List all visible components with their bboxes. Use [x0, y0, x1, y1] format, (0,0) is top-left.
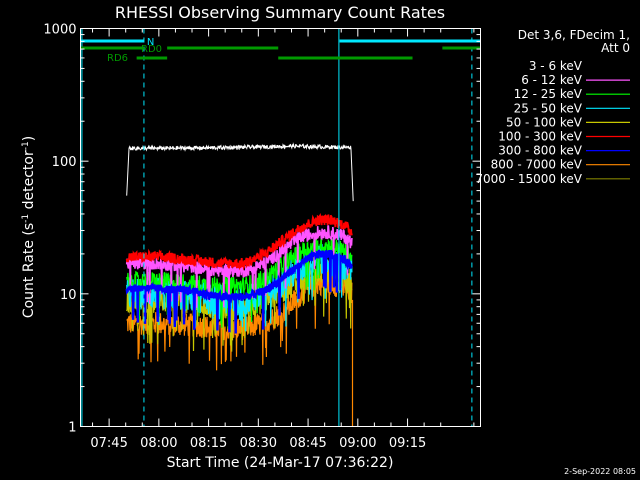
y-tick-label: 1	[68, 421, 76, 436]
y-tick-label: 1000	[43, 23, 76, 38]
x-tick-label: 07:45	[90, 436, 127, 451]
legend-label: 50 - 100 keV	[506, 115, 583, 129]
legend-label: 12 - 25 keV	[514, 87, 583, 101]
y-tick-label: 10	[60, 288, 77, 303]
rd6-label: RD6	[107, 53, 128, 64]
x-tick-label: 09:15	[389, 436, 426, 451]
series-300-800keV	[125, 249, 353, 334]
night-label: N	[147, 37, 154, 48]
legend-label: 7000 - 15000 keV	[475, 172, 582, 186]
legend-header-line1: Det 3,6, FDecim 1,	[518, 28, 630, 42]
y-tick-label: 100	[52, 155, 77, 170]
series-3-6keV	[126, 142, 354, 202]
legend-label: 25 - 50 keV	[514, 101, 583, 115]
series-6-12keV	[125, 225, 353, 309]
rd0-label: RD0	[141, 44, 162, 55]
x-tick-label: 08:30	[240, 436, 277, 451]
legend-label: 800 - 7000 keV	[491, 158, 583, 172]
x-tick-label: 09:00	[339, 436, 376, 451]
series-100-300keV	[125, 212, 353, 271]
axes: 1 10 100 1000 07:45 08:00 08:15 08:30 08:45 09:00…	[43, 23, 481, 451]
x-tick-label: 08:45	[289, 436, 326, 451]
legend-label: 100 - 300 keV	[498, 130, 582, 144]
legend-label: 3 - 6 keV	[529, 59, 583, 73]
legend-label: 6 - 12 keV	[521, 73, 583, 87]
plot-data	[125, 142, 354, 427]
x-axis-label: Start Time (24-Mar-17 07:36:22)	[167, 455, 394, 471]
footer-date: 2-Sep-2022 08:05	[564, 467, 636, 476]
x-tick-label: 08:00	[140, 436, 177, 451]
y-axis-label: Count Rate (s-1 detector-1)	[21, 136, 37, 318]
plot-frame	[80, 28, 481, 427]
legend-label: 300 - 800 keV	[498, 144, 582, 158]
x-tick-label: 08:15	[190, 436, 227, 451]
chart-title: RHESSI Observing Summary Count Rates	[115, 3, 445, 22]
legend-header-line2: Att 0	[601, 41, 630, 55]
